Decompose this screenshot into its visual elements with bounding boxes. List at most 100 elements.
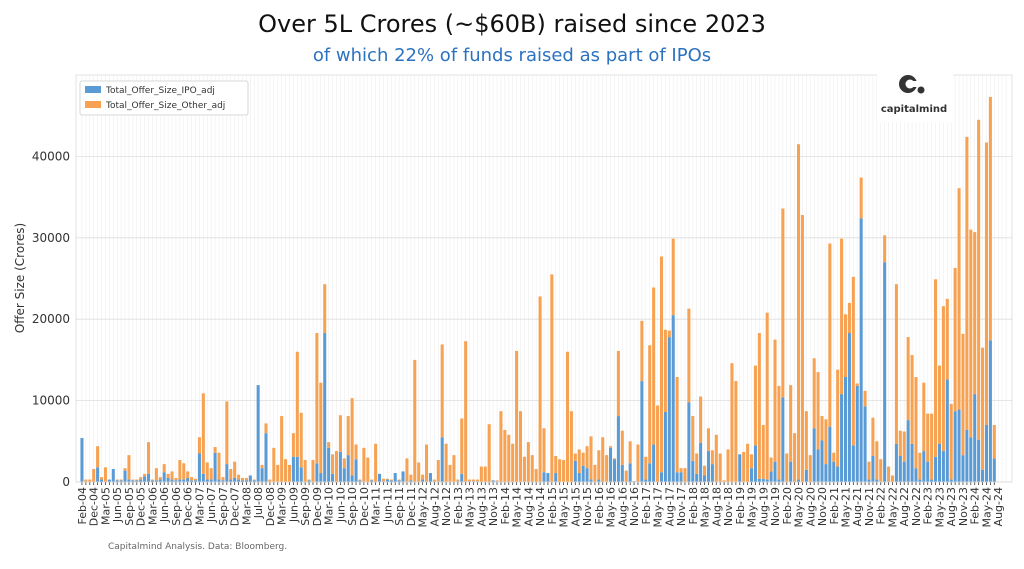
bar-ipo: [699, 442, 703, 482]
bar-ipo: [170, 479, 174, 482]
bar-ipo: [871, 455, 875, 482]
bar-other: [648, 345, 652, 464]
y-tick-label: 10000: [32, 394, 70, 408]
bar-other: [464, 341, 468, 482]
bar-other: [272, 447, 276, 482]
bar-other: [366, 457, 370, 482]
bar-other: [479, 466, 483, 482]
bar-other: [734, 381, 738, 482]
bar-ipo: [843, 376, 848, 482]
bar-ipo: [832, 461, 836, 482]
bar-ipo: [902, 461, 906, 482]
bar-other: [374, 443, 378, 482]
bar-other: [299, 412, 303, 468]
bar-ipo: [883, 262, 887, 482]
bar-ipo: [370, 480, 374, 482]
bar-other: [225, 401, 229, 465]
x-tick-label: Jun-06: [158, 487, 171, 523]
bar-other: [213, 446, 217, 453]
x-tick-label: Nov-13: [487, 487, 500, 526]
plot-frame: [75, 74, 1013, 483]
bar-other: [887, 466, 891, 482]
bar-other: [789, 385, 793, 462]
bar-other: [859, 177, 863, 219]
bar-other: [558, 459, 562, 482]
bar-other: [800, 215, 804, 482]
bar-other: [777, 385, 781, 480]
bar-other: [796, 144, 801, 480]
x-tick-label: Sep-11: [393, 487, 406, 526]
x-tick-label: Mar-05: [99, 487, 112, 525]
bar-ipo: [620, 464, 624, 482]
bar-other: [875, 441, 879, 480]
bar-ipo: [667, 337, 671, 482]
bar-ipo: [863, 406, 867, 482]
x-tick-label: Mar-09: [276, 487, 289, 525]
bar-other: [828, 243, 832, 427]
bar-other: [197, 437, 201, 454]
bar-other: [127, 455, 131, 480]
bar-ipo: [491, 480, 495, 482]
bar-ipo: [894, 443, 898, 482]
x-tick-label: Nov-23: [957, 487, 970, 526]
x-tick-label: Aug-18: [710, 487, 723, 526]
bar-other: [761, 425, 765, 479]
bar-other: [714, 434, 718, 482]
bar-ipo: [338, 451, 342, 482]
bar-ipo: [984, 425, 988, 482]
bar-other: [448, 464, 452, 482]
bar-other: [605, 455, 609, 482]
x-tick-label: May-24: [980, 487, 993, 528]
bar-other: [287, 464, 292, 482]
bar-ipo: [389, 480, 393, 482]
bar-other: [793, 433, 797, 482]
bar-other: [609, 446, 613, 448]
x-tick-label: Jul-08: [252, 487, 265, 519]
x-tick-label: Dec-08: [264, 487, 277, 526]
bar-other: [456, 479, 460, 482]
bar-other: [237, 474, 241, 480]
bar-other: [930, 413, 934, 480]
bar-other: [855, 383, 859, 386]
logo-text: capitalmind: [881, 104, 947, 115]
x-tick-label: Dec-04: [88, 487, 101, 526]
bar-other: [319, 382, 323, 474]
x-tick-label: Aug-20: [804, 487, 817, 526]
bar-ipo: [965, 429, 969, 482]
bar-other: [534, 468, 538, 482]
x-tick-label: Feb-14: [499, 487, 512, 524]
bar-ipo: [840, 394, 844, 482]
bar-ipo: [773, 461, 777, 482]
bar-ipo: [953, 411, 957, 482]
bar-ipo: [143, 476, 147, 482]
x-tick-label: Sep-05: [123, 487, 136, 526]
bar-other: [937, 365, 942, 444]
bar-ipo: [107, 479, 111, 482]
bar-ipo: [139, 479, 143, 482]
bar-other: [417, 462, 421, 482]
bar-other: [659, 256, 663, 473]
bar-ipo: [648, 463, 652, 482]
bar-other: [190, 477, 194, 481]
bar-ipo: [158, 479, 162, 482]
bar-other: [444, 443, 448, 482]
bar-ipo: [957, 409, 961, 482]
bar-other: [186, 471, 190, 478]
bar-ipo: [327, 447, 331, 482]
bar-other: [264, 423, 268, 434]
bar-other: [209, 468, 213, 480]
bar-other: [511, 443, 515, 482]
bar-other: [327, 442, 331, 448]
bar-ipo: [385, 479, 389, 482]
bar-other: [323, 284, 327, 334]
bar-other: [487, 424, 491, 482]
bar-other: [906, 337, 910, 421]
bar-ipo: [628, 463, 632, 482]
x-tick-label: Aug-17: [663, 487, 676, 526]
bar-ipo: [589, 479, 593, 482]
x-tick-label: Jun-07: [205, 487, 218, 523]
bar-other: [562, 460, 566, 482]
bar-other: [291, 433, 295, 457]
bar-other: [863, 390, 867, 407]
